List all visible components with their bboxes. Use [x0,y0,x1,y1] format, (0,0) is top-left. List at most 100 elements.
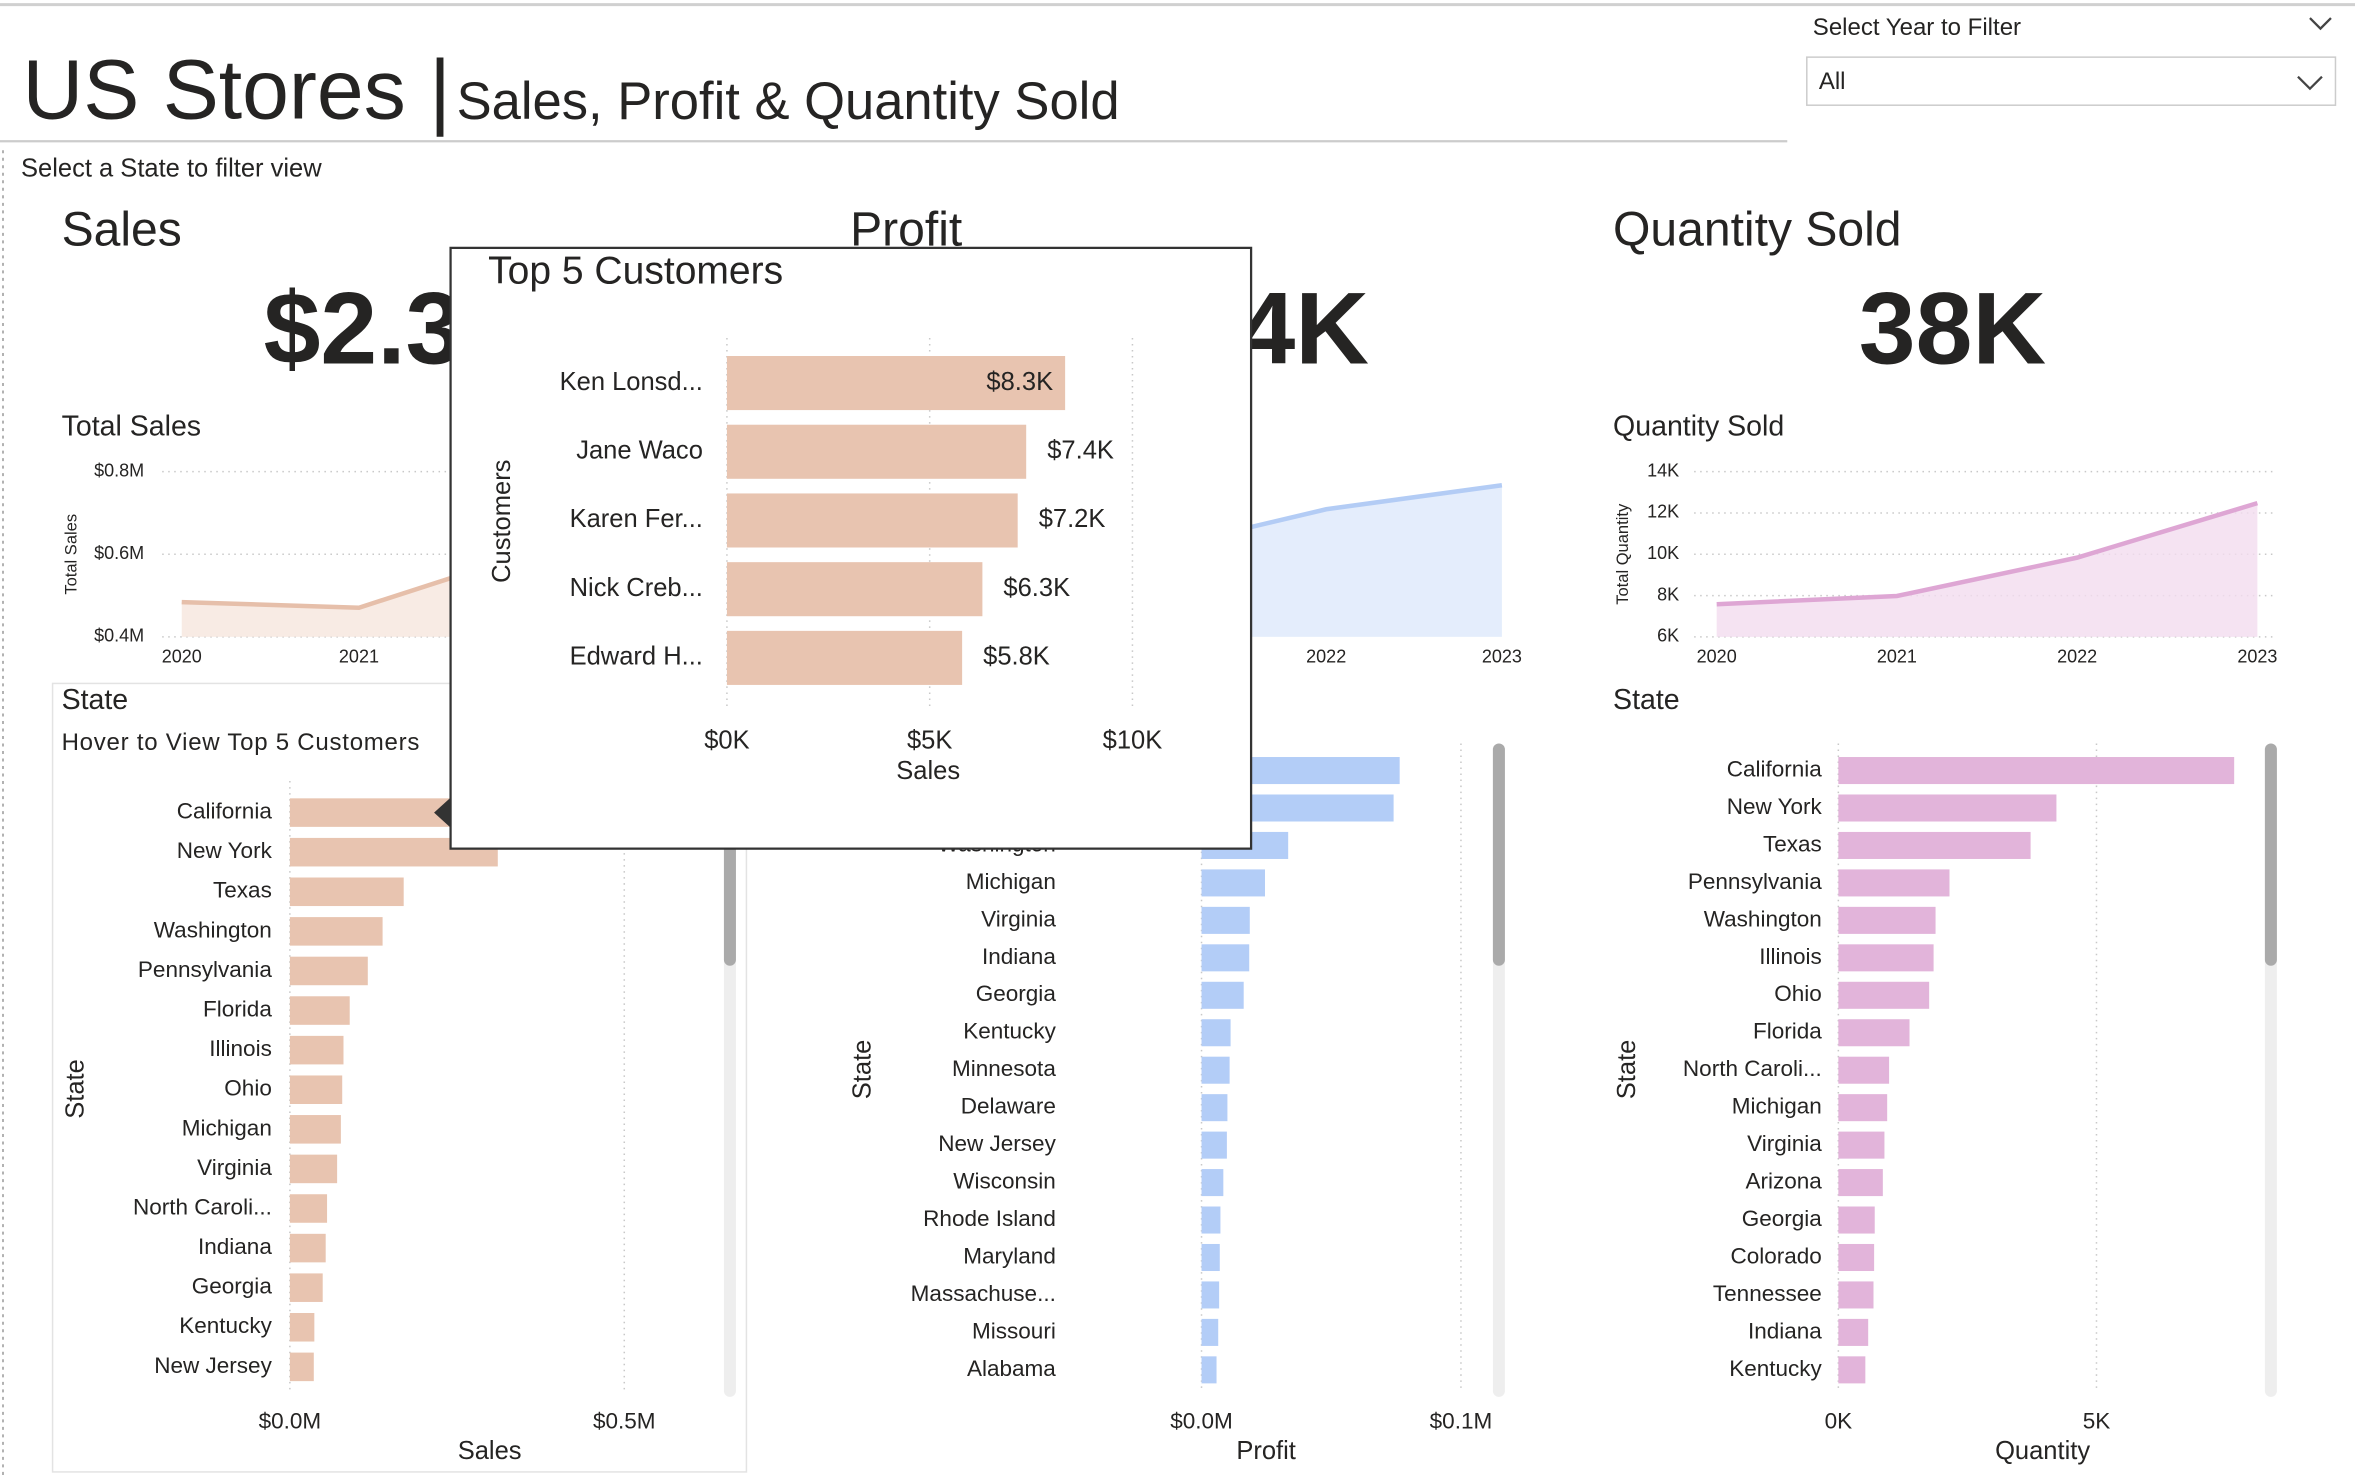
category-label: California [177,799,273,824]
bar [1201,944,1250,972]
y-axis-label: Total Quantity [1613,503,1632,605]
category-label: New York [1727,794,1823,819]
bar [289,1313,315,1342]
category-label: Illinois [209,1036,272,1061]
x-tick-label: 2020 [162,647,202,667]
category-label: Wisconsin [953,1169,1056,1194]
category-label: Indiana [982,944,1056,969]
category-label: Virginia [197,1155,272,1180]
category-label: New Jersey [938,1131,1056,1156]
category-label: Virginia [1747,1131,1822,1156]
category-label: Pennsylvania [1688,869,1822,894]
category-label: Tennessee [1713,1281,1822,1306]
category-label: Washington [154,917,272,942]
category-label: Ohio [1774,981,1822,1006]
bar [289,1194,328,1223]
y-tick-label: 14K [1647,460,1679,480]
bar [289,1154,338,1184]
bar [289,1075,343,1104]
category-label: Texas [213,878,272,903]
category-label: Kentucky [179,1313,272,1338]
x-tick-label: $0.1M [1430,1408,1493,1433]
bar [1201,1169,1224,1197]
category-label: Delaware [961,1094,1056,1119]
category-label: Georgia [976,981,1057,1006]
category-label: Arizona [1745,1169,1822,1194]
category-label: Missouri [972,1318,1056,1343]
bar [1838,869,1950,897]
x-tick-label: 2022 [1306,647,1346,667]
bar [726,424,1027,479]
category-label: Ohio [224,1076,272,1101]
tooltip-box [449,246,1253,850]
category-label: Michigan [966,869,1056,894]
slicer-label: Select Year to Filter [1813,14,2021,41]
card-title: Quantity Sold [1613,203,1901,257]
x-tick-label: 5K [2083,1408,2111,1433]
category-label: North Caroli... [1683,1056,1822,1081]
x-tick-label: 2020 [1697,647,1737,667]
category-label: Maryland [963,1243,1056,1268]
bar [1838,831,2031,859]
bar [289,1035,344,1065]
category-label: Alabama [967,1356,1056,1381]
x-tick-label: $0.0M [1170,1408,1233,1433]
category-label: Illinois [1759,944,1822,969]
bar [1838,794,2057,822]
bar [1201,1281,1220,1309]
x-axis-label: Sales [896,757,960,785]
bar [1201,1131,1227,1159]
bar [1201,1056,1230,1084]
data-label: $8.3K [986,368,1053,396]
category-label: Michigan [182,1115,272,1140]
header-note: Select a State to filter view [21,155,322,183]
y-tick-label: 6K [1657,626,1679,646]
category-label: New Jersey [154,1353,272,1378]
x-tick-label: 2023 [1482,647,1522,667]
category-label: Georgia [192,1274,273,1299]
bar [1838,1131,1885,1159]
bar [1838,1094,1888,1122]
slicer-value[interactable]: All [1819,68,1846,95]
bar [726,630,963,685]
category-label: Nick Creb... [570,574,703,602]
x-axis-label: Quantity [1995,1437,2090,1465]
scroll-thumb[interactable] [1492,743,1505,966]
slicer-collapse[interactable] [2309,17,2332,31]
y-tick-label: 10K [1647,543,1679,563]
dropdown-chevron[interactable] [2297,75,2323,91]
category-label: Ken Lonsd... [560,368,703,396]
y-tick-label: 12K [1647,502,1679,522]
bar [289,877,404,907]
category-label: Karen Fer... [570,505,703,533]
bar [289,956,368,986]
slicer-dropdown[interactable] [1806,56,2337,106]
bar [1201,1094,1228,1122]
category-label: Florida [203,997,272,1022]
category-label: Texas [1763,831,1822,856]
bar [1838,906,1936,934]
bar [1838,1056,1890,1084]
bar [1838,1318,1869,1346]
x-axis-label: Profit [1236,1437,1296,1465]
y-tick-label: 8K [1657,584,1679,604]
bar [1838,944,1934,972]
data-label: $6.3K [1003,574,1070,602]
category-label: Colorado [1730,1243,1821,1268]
category-label: Jane Waco [576,437,703,465]
bar [1201,1356,1217,1384]
category-label: Kentucky [1729,1356,1822,1381]
category-label: California [1727,756,1823,781]
header-subtitle: Sales, Profit & Quantity Sold [457,72,1120,131]
y-axis-label: Total Sales [61,514,80,595]
x-tick-label: $5K [907,727,952,755]
bar [1838,1169,1883,1197]
scroll-thumb[interactable] [2264,743,2277,966]
x-tick-label: 2021 [1877,647,1917,667]
y-tick-label: $0.4M [94,626,144,646]
bar [726,562,983,617]
bar [1838,1281,1874,1309]
category-label: Washington [1704,906,1822,931]
bar [1201,1318,1219,1346]
bar [1201,1243,1220,1272]
